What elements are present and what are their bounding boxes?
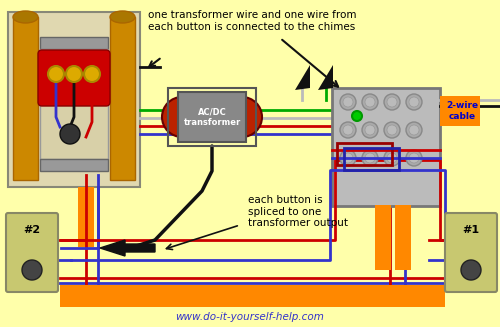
Circle shape [340,122,356,138]
Ellipse shape [110,11,135,23]
Circle shape [365,125,375,135]
Text: #2: #2 [24,225,40,235]
FancyBboxPatch shape [38,50,110,106]
Text: #1: #1 [462,225,479,235]
Circle shape [362,94,378,110]
Bar [375,205,391,270]
FancyBboxPatch shape [6,213,58,292]
Text: AC/DC
transformer: AC/DC transformer [184,107,240,127]
Circle shape [343,153,353,163]
Circle shape [409,153,419,163]
Bar [60,285,445,307]
Polygon shape [295,65,310,90]
Text: one transformer wire and one wire from
each button is connected to the chimes: one transformer wire and one wire from e… [148,10,356,32]
Circle shape [387,97,397,107]
Circle shape [162,97,202,137]
Circle shape [222,97,262,137]
Circle shape [84,66,100,82]
Circle shape [362,150,378,166]
Bar [337,143,392,165]
Circle shape [409,125,419,135]
Bar [332,88,440,206]
Text: each button is
spliced to one
transformer output: each button is spliced to one transforme… [248,195,348,228]
Circle shape [384,150,400,166]
Circle shape [365,153,375,163]
Bar [13,17,38,180]
Circle shape [48,66,64,82]
Bar [40,159,108,171]
Circle shape [352,111,362,121]
FancyBboxPatch shape [445,213,497,292]
Circle shape [343,125,353,135]
Circle shape [22,260,42,280]
Circle shape [343,97,353,107]
Circle shape [387,153,397,163]
Bar [78,187,94,247]
Circle shape [387,125,397,135]
Bar [8,12,140,187]
Text: 2-wire
cable: 2-wire cable [446,101,478,121]
Bar [40,49,108,159]
Polygon shape [318,65,333,90]
Circle shape [362,122,378,138]
Circle shape [384,122,400,138]
Bar [110,17,135,180]
Bar [178,92,246,142]
Bar [40,37,108,49]
Circle shape [406,94,422,110]
Circle shape [406,150,422,166]
Circle shape [365,97,375,107]
Ellipse shape [13,11,38,23]
Bar [344,148,399,170]
Circle shape [406,122,422,138]
Polygon shape [100,240,155,256]
Circle shape [340,150,356,166]
Bar [395,205,411,270]
Circle shape [60,124,80,144]
Circle shape [66,66,82,82]
Circle shape [461,260,481,280]
Circle shape [340,94,356,110]
Bar [440,96,480,126]
Circle shape [409,97,419,107]
Text: www.do-it-yourself-help.com: www.do-it-yourself-help.com [176,312,324,322]
Bar [168,88,256,146]
Circle shape [384,94,400,110]
